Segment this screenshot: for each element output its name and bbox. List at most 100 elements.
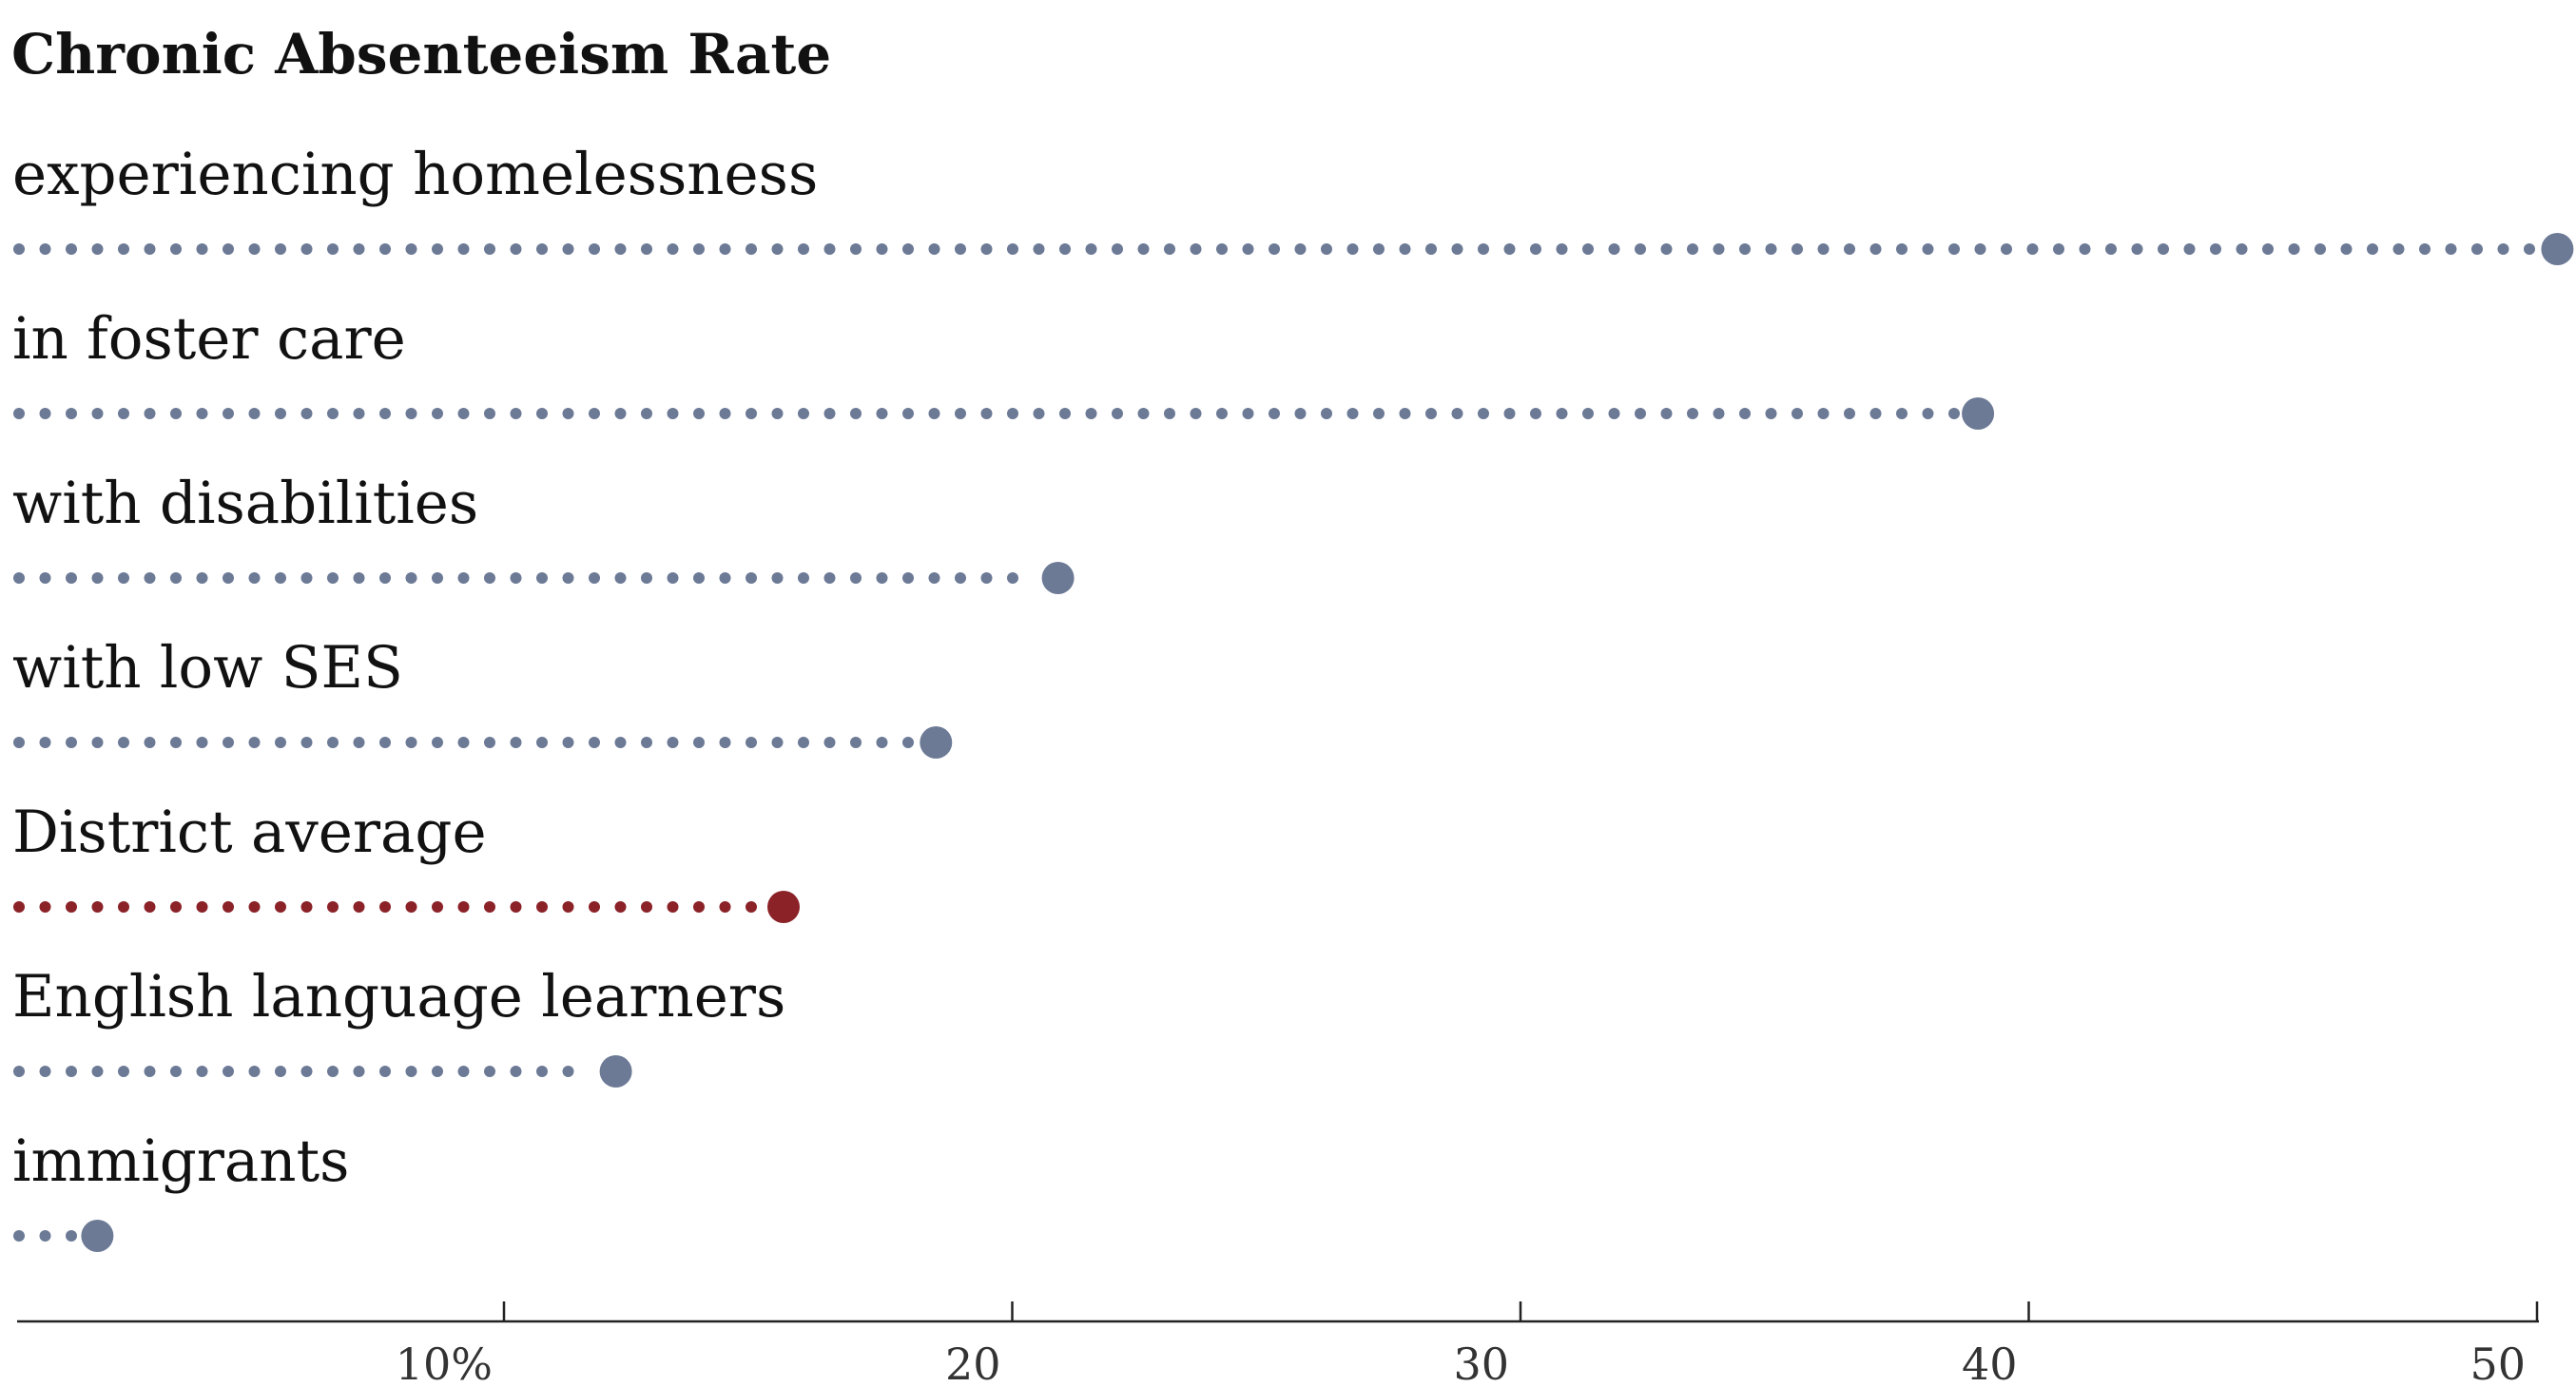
line-dot <box>510 901 522 913</box>
line-dot <box>614 572 627 584</box>
line-dot <box>928 572 940 584</box>
line-dot <box>1451 408 1463 419</box>
line-dot <box>1948 243 1960 255</box>
line-dot <box>850 572 862 584</box>
line-dot <box>1164 243 1175 255</box>
line-dot <box>66 737 77 748</box>
line-dot <box>2315 243 2326 255</box>
line-dot <box>457 1066 470 1077</box>
line-dot <box>484 901 495 913</box>
line-dot <box>980 408 993 419</box>
line-dot <box>614 408 627 419</box>
line-dot <box>536 737 548 748</box>
line-dot <box>955 243 966 255</box>
line-dot <box>300 572 313 584</box>
line-dot <box>484 572 495 584</box>
dotted-line-with-disabilities <box>13 572 1018 584</box>
line-dot <box>2471 243 2483 255</box>
line-dot <box>327 901 339 913</box>
line-dot <box>118 901 129 913</box>
line-dot <box>1137 408 1150 419</box>
line-dot <box>2026 243 2039 255</box>
line-dot <box>144 408 156 419</box>
line-dot <box>300 1066 313 1077</box>
line-dot <box>1399 243 1411 255</box>
line-dot <box>1164 408 1175 419</box>
line-dot <box>1817 243 1830 255</box>
line-dot <box>1739 243 1751 255</box>
line-dot <box>1503 243 1516 255</box>
line-dot <box>379 408 391 419</box>
row-with-disabilities: with disabilities <box>12 470 1075 594</box>
line-dot <box>1844 408 1855 419</box>
line-dot <box>39 408 51 419</box>
line-dot <box>1478 243 1489 255</box>
line-dot <box>223 243 234 255</box>
line-dot <box>1007 243 1018 255</box>
line-dot <box>1687 243 1698 255</box>
line-dot <box>1792 408 1803 419</box>
line-dot <box>457 737 470 748</box>
line-dot <box>562 572 574 584</box>
line-dot <box>170 408 182 419</box>
line-dot <box>170 243 182 255</box>
line-dot <box>405 572 417 584</box>
line-dot <box>275 243 286 255</box>
line-dot <box>2053 243 2064 255</box>
line-dot <box>510 243 522 255</box>
dotted-line-english-language-learners <box>13 1066 574 1077</box>
line-dot <box>902 737 914 748</box>
line-dot <box>746 408 757 419</box>
line-dot <box>13 243 25 255</box>
dotted-line-immigrants <box>13 1230 77 1242</box>
line-dot <box>1765 243 1777 255</box>
line-dot <box>562 1066 574 1077</box>
line-dot <box>928 243 940 255</box>
line-dot <box>144 901 156 913</box>
line-dot <box>667 243 679 255</box>
line-dot <box>379 243 391 255</box>
line-dot <box>1556 243 1568 255</box>
line-dot <box>719 408 731 419</box>
line-dot <box>902 243 914 255</box>
line-dot <box>39 1066 51 1077</box>
line-dot <box>1922 243 1934 255</box>
value-dot-district-average <box>767 891 800 923</box>
line-dot <box>457 901 470 913</box>
line-dot <box>1007 572 1018 584</box>
dotted-line-district-average <box>13 901 757 913</box>
line-dot <box>1216 408 1228 419</box>
line-dot <box>13 1230 25 1242</box>
x-tick-label-50: 50 <box>2469 1339 2526 1387</box>
line-dot <box>223 1066 234 1077</box>
line-dot <box>798 243 809 255</box>
line-dot <box>2367 243 2378 255</box>
line-dot <box>2079 243 2091 255</box>
line-dot <box>536 901 548 913</box>
line-dot <box>510 572 522 584</box>
line-dot <box>589 243 600 255</box>
line-dot <box>641 901 652 913</box>
line-dot <box>1112 408 1123 419</box>
line-dot <box>353 1066 365 1077</box>
line-dot <box>2236 243 2248 255</box>
line-dot <box>91 737 104 748</box>
line-dot <box>275 737 286 748</box>
line-dot <box>327 572 339 584</box>
line-dot <box>91 1066 104 1077</box>
line-dot <box>327 737 339 748</box>
line-dot <box>248 408 261 419</box>
line-dot <box>562 408 574 419</box>
line-dot <box>589 572 600 584</box>
line-dot <box>379 737 391 748</box>
line-dot <box>2001 243 2012 255</box>
line-dot <box>353 243 365 255</box>
line-dot <box>1216 243 1228 255</box>
line-dot <box>510 408 522 419</box>
line-dot <box>562 243 574 255</box>
line-dot <box>170 572 182 584</box>
line-dot <box>614 737 627 748</box>
row-label-with-low-ses: with low SES <box>12 634 403 702</box>
line-dot <box>536 1066 548 1077</box>
line-dot <box>13 572 25 584</box>
